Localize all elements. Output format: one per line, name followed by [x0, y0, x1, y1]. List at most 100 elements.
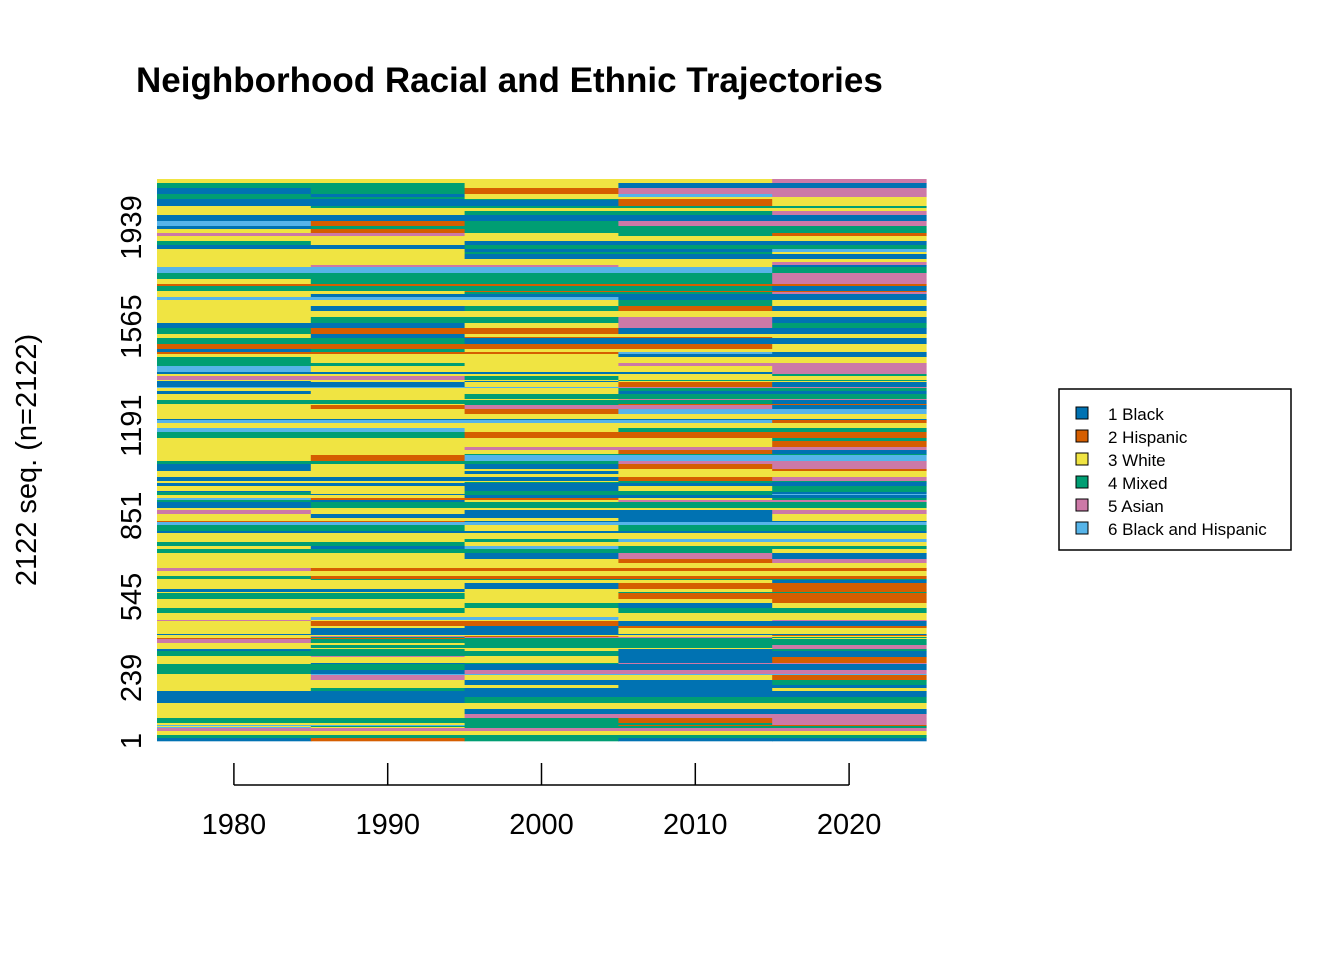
sequence-cell — [157, 539, 312, 543]
sequence-cell — [157, 571, 312, 577]
sequence-cell — [157, 731, 312, 736]
sequence-cell — [157, 608, 312, 614]
sequence-cell — [310, 621, 466, 627]
sequence-cell — [157, 262, 312, 266]
sequence-cell — [464, 179, 619, 184]
sequence-cell — [157, 306, 312, 312]
sequence-cell — [618, 405, 773, 410]
sequence-cell — [157, 372, 312, 375]
sequence-cell — [464, 366, 619, 373]
sequence-cell — [618, 200, 773, 207]
sequence-cell — [310, 626, 466, 629]
sequence-cell — [157, 533, 312, 540]
sequence-cell — [772, 423, 927, 429]
sequence-cell — [772, 735, 927, 739]
sequence-cell — [772, 317, 927, 324]
sequence-cell — [310, 738, 466, 742]
sequence-cell — [772, 376, 927, 381]
sequence-cell — [157, 510, 312, 515]
sequence-cell — [310, 432, 466, 439]
sequence-cell — [464, 657, 619, 664]
sequence-cell — [618, 388, 773, 392]
sequence-cell — [772, 405, 927, 410]
sequence-cell — [464, 200, 619, 207]
sequence-cell — [157, 357, 312, 364]
sequence-cell — [157, 546, 312, 550]
sequence-cell — [772, 291, 927, 293]
sequence-cell — [618, 284, 773, 287]
sequence-cell — [310, 549, 466, 554]
sequence-cell — [772, 628, 927, 635]
sequence-cell — [157, 469, 312, 472]
sequence-cell — [618, 502, 773, 509]
sequence-cell — [618, 518, 773, 522]
sequence-cell — [310, 649, 466, 652]
sequence-cell — [464, 338, 619, 345]
sequence-cell — [618, 723, 773, 726]
sequence-cell — [464, 229, 619, 234]
sequence-cell — [464, 419, 619, 421]
sequence-cell — [464, 522, 619, 526]
sequence-cell — [618, 579, 773, 581]
sequence-cell — [464, 621, 619, 627]
sequence-cell — [618, 419, 773, 421]
sequence-cell — [310, 471, 466, 475]
sequence-cell — [157, 637, 312, 639]
sequence-cell — [157, 241, 312, 246]
sequence-cell — [310, 521, 466, 523]
sequence-cell — [464, 267, 619, 274]
sequence-cell — [618, 337, 773, 339]
sequence-cell — [618, 657, 773, 664]
sequence-cell — [772, 657, 927, 664]
sequence-cell — [772, 279, 927, 285]
sequence-cell — [310, 709, 466, 715]
sequence-cell — [618, 357, 773, 364]
sequence-cell — [310, 481, 466, 483]
sequence-cell — [310, 292, 466, 295]
sequence-cell — [464, 388, 619, 392]
sequence-cell — [772, 474, 927, 478]
sequence-cell — [618, 471, 773, 475]
sequence-cell — [310, 328, 466, 335]
sequence-cell — [310, 697, 466, 701]
sequence-cell — [464, 221, 619, 227]
sequence-cell — [157, 328, 312, 335]
sequence-cell — [464, 344, 619, 350]
sequence-cell — [772, 638, 927, 640]
sequence-cell — [618, 637, 773, 639]
sequence-cell — [157, 363, 312, 367]
sequence-cell — [772, 363, 927, 367]
sequence-cell — [157, 691, 312, 698]
sequence-cell — [310, 179, 466, 184]
sequence-cell — [772, 381, 927, 383]
sequence-cell — [464, 643, 619, 646]
sequence-cell — [157, 486, 312, 492]
sequence-cell — [157, 391, 312, 395]
sequence-cell — [772, 188, 927, 195]
sequence-cell — [464, 183, 619, 189]
sequence-cell — [464, 571, 619, 577]
sequence-cell — [310, 502, 466, 509]
sequence-cell — [772, 357, 927, 364]
sequence-cell — [310, 388, 466, 392]
sequence-cell — [618, 728, 773, 732]
sequence-cell — [310, 533, 466, 540]
sequence-cell — [157, 200, 312, 207]
sequence-cell — [618, 580, 773, 584]
sequence-cell — [310, 483, 466, 487]
sequence-cell — [618, 464, 773, 470]
sequence-cell — [618, 394, 773, 400]
sequence-cell — [157, 382, 312, 388]
sequence-cell — [157, 651, 312, 657]
sequence-cell — [310, 474, 466, 478]
sequence-cell — [157, 621, 312, 627]
y-tick-label: 1191 — [116, 395, 148, 457]
sequence-cell — [772, 639, 927, 644]
sequence-cell — [157, 580, 312, 584]
sequence-cell — [772, 514, 927, 519]
sequence-cell — [157, 388, 312, 392]
sequence-cell — [310, 400, 466, 405]
sequence-cell — [772, 374, 927, 377]
sequence-cell — [157, 492, 312, 495]
sequence-cell — [618, 338, 773, 345]
